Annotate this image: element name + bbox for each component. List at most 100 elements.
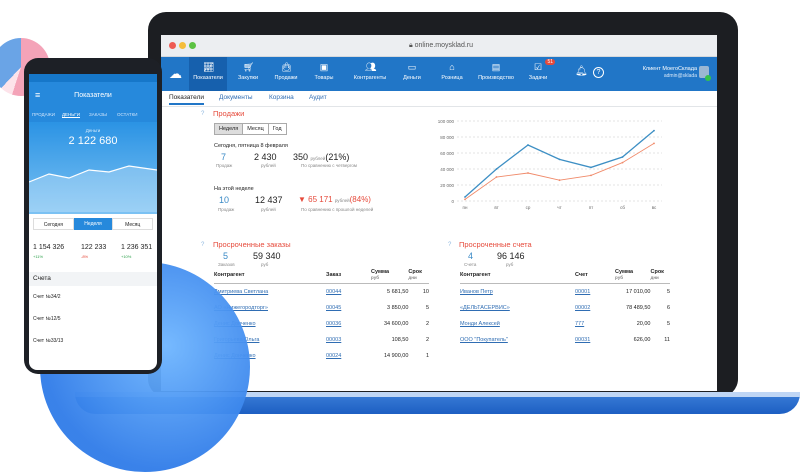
nav-label: Розница <box>441 75 463 81</box>
x-tick-label: вт <box>494 205 498 210</box>
nav-item-contractors[interactable]: 👥︎ Контрагенты <box>347 57 393 91</box>
nav-item-tasks[interactable]: ☑ Задачи 51 <box>519 57 557 91</box>
col-term-label: Срок <box>650 269 664 275</box>
sales-info-icon[interactable]: ? <box>201 111 205 117</box>
tab-documents[interactable]: Документы <box>219 94 253 101</box>
nav-item-retail[interactable]: ⌂ Розница <box>433 57 471 91</box>
phone-tab-sales[interactable]: ПРОДАЖИ <box>32 112 55 117</box>
sum-cell: 5 681,50 <box>387 289 409 295</box>
nav-item-money[interactable]: ▭ Деньги <box>393 57 431 91</box>
today-count: 7 <box>221 152 227 162</box>
contractor-link[interactable]: Монди Алексей <box>460 321 500 327</box>
moysklad-logo[interactable]: ☁ <box>169 66 182 81</box>
store-icon: ⌂ <box>449 62 455 72</box>
period-year-button[interactable]: Год <box>268 123 287 135</box>
sum-cell: 17 010,00 <box>626 289 651 295</box>
nav-item-purchases[interactable]: 🛒︎ Закупки <box>229 57 267 91</box>
today-sum-label: рублей <box>261 163 276 168</box>
table-row: АО «Нижегородторг» 00045 3 850,00 5 <box>214 300 429 316</box>
tab-dashboard[interactable]: Показатели <box>169 94 204 105</box>
week-count-label: Продаж <box>218 207 235 212</box>
tab-trash[interactable]: Корзина <box>269 94 294 101</box>
account-menu[interactable]: Клиент МоегоСклада admin@sklada <box>617 66 697 80</box>
close-window-button[interactable] <box>169 42 176 49</box>
list-item[interactable]: Счет №33/13 <box>33 338 64 344</box>
week-diff-unit: рублей <box>334 198 350 203</box>
phone-big-label: Деньги <box>85 128 101 133</box>
invoice-link[interactable]: 00031 <box>575 337 591 343</box>
col-sum[interactable]: Сумма руб <box>371 267 409 284</box>
orders-info-icon[interactable]: ? <box>201 242 205 248</box>
phone-stat-2: 122 233 <box>81 244 107 251</box>
col-term[interactable]: Срок дни <box>408 267 429 284</box>
list-item[interactable]: Счет №34/2 <box>33 294 61 300</box>
series-2-point <box>495 176 498 178</box>
phone-stat-3: 1 236 351 <box>121 244 153 251</box>
order-link[interactable]: 00045 <box>326 305 342 311</box>
nav-item-dashboard[interactable]: 📈︎ Показатели <box>189 57 227 91</box>
week-diff-pct: (84%) <box>349 195 371 204</box>
x-tick-label: сб <box>620 205 625 210</box>
week-sum: 12 437 <box>255 195 283 205</box>
help-icon[interactable]: ? <box>593 67 604 78</box>
order-link[interactable]: 00003 <box>326 337 342 343</box>
col-contractor[interactable]: Контрагент <box>214 267 326 284</box>
phone-chart <box>29 165 157 212</box>
invoice-link[interactable]: 777 <box>575 321 585 327</box>
col-invoice[interactable]: Счет <box>575 267 615 284</box>
phone-period-month[interactable]: Месяц <box>112 218 154 230</box>
invoices-sum-label: руб <box>506 262 514 267</box>
col-sum-unit: руб <box>615 275 623 280</box>
order-link[interactable]: 00044 <box>326 289 342 295</box>
col-sum-label: Сумма <box>371 269 390 275</box>
col-term[interactable]: Срок дни <box>650 267 670 284</box>
phone-period-week[interactable]: Неделя <box>73 218 113 230</box>
bag-icon: 👜︎ <box>281 62 293 72</box>
nav-item-products[interactable]: ▣ Товары <box>305 57 343 91</box>
sub-tabs: Показатели Документы Корзина Аудит <box>161 91 717 107</box>
y-tick-label: 40 000 <box>440 167 454 172</box>
contractor-link[interactable]: АО «Нижегородторг» <box>214 305 268 311</box>
order-link[interactable]: 00036 <box>326 321 342 327</box>
series-2-point <box>590 174 592 177</box>
hamburger-icon[interactable]: ≡ <box>35 90 41 100</box>
invoices-info-icon[interactable]: ? <box>448 242 452 248</box>
list-item[interactable]: Счет №12/5 <box>33 316 61 322</box>
period-month-button[interactable]: Месяц <box>243 123 269 135</box>
order-link[interactable]: 00024 <box>326 353 342 359</box>
address-bar[interactable]: 🔒︎ online.moysklad.ru <box>361 39 521 52</box>
contractor-link[interactable]: «ДЕЛЬТАСЕРВИС» <box>460 305 510 311</box>
col-sum-unit: руб <box>371 275 379 280</box>
col-order[interactable]: Заказ <box>326 267 371 284</box>
phone-tab-money[interactable]: ДЕНЬГИ <box>62 112 80 118</box>
invoice-link[interactable]: 00001 <box>575 289 591 295</box>
tab-audit[interactable]: Аудит <box>309 94 327 101</box>
contractor-link[interactable]: ООО "Покупатель" <box>460 337 508 343</box>
series-1-point <box>653 129 655 132</box>
y-tick-label: 0 <box>451 199 454 204</box>
col-sum[interactable]: Сумма руб <box>615 267 651 284</box>
today-diff-pct: (21%) <box>325 152 350 162</box>
nav-item-production[interactable]: ▤ Производство <box>473 57 519 91</box>
phone-tab-stock[interactable]: ОСТАТКИ <box>117 112 138 117</box>
orders-sum: 59 340 <box>253 251 281 261</box>
col-contractor[interactable]: Контрагент <box>460 267 575 284</box>
account-name: Клиент МоегоСклада <box>642 66 697 72</box>
bell-icon[interactable]: 🔔︎ <box>575 66 588 77</box>
invoice-link[interactable]: 00002 <box>575 305 591 311</box>
phone-tab-orders[interactable]: ЗАКАЗЫ <box>89 112 107 117</box>
maximize-window-button[interactable] <box>189 42 196 49</box>
contractor-link[interactable]: Дмитриева Светлана <box>214 289 269 295</box>
x-tick-label: ср <box>526 205 531 210</box>
period-week-button[interactable]: Неделя <box>214 123 244 135</box>
invoices-count: 4 <box>468 251 474 261</box>
term-cell: 5 <box>425 305 429 311</box>
col-term-unit: дни <box>650 275 659 280</box>
contractor-link[interactable]: Иванов Петр <box>460 289 493 295</box>
minimize-window-button[interactable] <box>179 42 186 49</box>
term-cell: 5 <box>666 289 670 295</box>
nav-item-sales[interactable]: 👜︎ Продажи <box>267 57 305 91</box>
phone-period-today[interactable]: Сегодня <box>33 218 74 230</box>
x-tick-label: пт <box>589 205 594 210</box>
avatar[interactable] <box>699 66 709 78</box>
